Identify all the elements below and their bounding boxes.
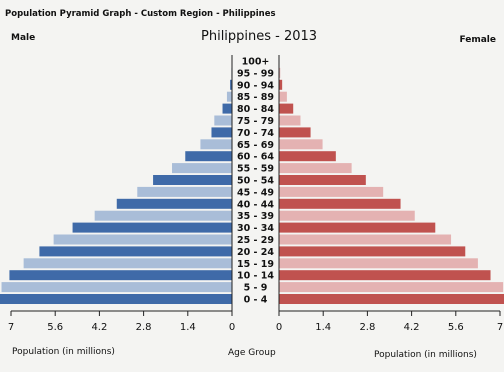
male-bar-85-89	[226, 91, 232, 102]
age-group-label: 65 - 69	[237, 140, 274, 151]
age-group-label: 70 - 74	[237, 128, 274, 139]
female-bar-35-39	[279, 210, 415, 221]
female-bar-75-79	[279, 115, 301, 126]
male-bar-25-29	[53, 234, 232, 245]
male-bar-65-69	[200, 139, 232, 150]
female-bar-85-89	[279, 91, 287, 102]
age-group-label: 60 - 64	[237, 152, 274, 163]
female-bar-65-69	[279, 139, 323, 150]
female-bar-30-34	[279, 222, 436, 233]
male-x-tick-label: 4.2	[91, 322, 107, 333]
female-x-tick-label: 0	[276, 322, 282, 333]
age-group-label: 90 - 94	[237, 80, 274, 91]
female-bar-60-64	[279, 151, 336, 162]
male-x-tick-label: 1.4	[180, 322, 196, 333]
age-group-label: 80 - 84	[237, 104, 274, 115]
male-label: Male	[11, 33, 36, 43]
female-x-tick-label: 2.8	[359, 322, 375, 333]
male-bar-10-14	[9, 270, 232, 281]
age-group-label: 40 - 44	[237, 199, 274, 210]
male-x-tick-label: 0	[229, 322, 235, 333]
male-bar-70-74	[211, 127, 232, 138]
age-group-label: 45 - 49	[237, 187, 274, 198]
age-group-label: 50 - 54	[237, 176, 274, 187]
male-bar-40-44	[116, 198, 232, 209]
age-group-label: Age Group	[228, 348, 276, 358]
x-axis-label-left: Population (in millions)	[12, 347, 115, 357]
age-group-label: 10 - 14	[237, 271, 274, 282]
female-x-tick-label: 7	[497, 322, 503, 333]
male-x-tick-label: 2.8	[136, 322, 152, 333]
male-bar-55-59	[172, 163, 232, 174]
age-group-label: 5 - 9	[244, 283, 268, 294]
male-bar-90-94	[230, 79, 232, 90]
female-bar-15-19	[279, 258, 478, 269]
age-group-label: 15 - 19	[237, 259, 274, 270]
male-x-tick-label: 5.6	[47, 322, 63, 333]
age-group-label: 100+	[242, 57, 270, 68]
bars-layer	[0, 56, 504, 304]
male-bar-50-54	[153, 175, 232, 185]
age-group-label: 95 - 99	[237, 68, 274, 79]
male-bar-60-64	[185, 151, 232, 162]
female-bar-40-44	[279, 198, 401, 209]
age-group-label: 20 - 24	[237, 247, 274, 258]
male-bar-20-24	[39, 246, 232, 257]
page-title: Population Pyramid Graph - Custom Region…	[5, 9, 276, 19]
age-group-label: 85 - 89	[237, 92, 274, 103]
female-x-tick-label: 4.2	[404, 322, 420, 333]
female-x-tick-label: 1.4	[315, 322, 331, 333]
female-bar-45-49	[279, 186, 384, 197]
male-bar-0-4	[0, 294, 232, 304]
male-bar-5-9	[1, 282, 233, 293]
male-bar-45-49	[137, 186, 232, 197]
male-bar-75-79	[214, 115, 232, 126]
female-bar-50-54	[279, 175, 366, 185]
female-x-tick-label: 5.6	[448, 322, 464, 333]
age-group-label: 35 - 39	[237, 211, 274, 222]
female-bar-5-9	[279, 282, 504, 293]
age-group-label: 0 - 4	[244, 295, 268, 306]
female-bar-95-99	[279, 67, 281, 78]
male-bar-80-84	[222, 103, 232, 114]
age-group-label: 25 - 29	[237, 235, 274, 246]
male-bar-30-34	[72, 222, 232, 233]
age-group-label: 55 - 59	[237, 164, 274, 175]
female-bar-0-4	[279, 294, 504, 304]
age-group-label: 75 - 79	[237, 116, 274, 127]
female-bar-10-14	[279, 270, 491, 281]
female-bar-25-29	[279, 234, 452, 245]
x-axis-label-right: Population (in millions)	[374, 350, 477, 360]
male-bar-35-39	[94, 210, 233, 221]
age-group-label: 30 - 34	[237, 223, 274, 234]
chart-title: Philippines - 2013	[201, 29, 318, 44]
male-bar-15-19	[23, 258, 232, 269]
axes-layer: 0 0 1.4 1.4 2.8 2.8 4.2 4.2 5.6 5.6 7 7	[8, 55, 503, 333]
female-bar-80-84	[279, 103, 294, 114]
male-x-tick-label: 7	[8, 322, 14, 333]
female-label: Female	[459, 35, 496, 45]
female-bar-70-74	[279, 127, 311, 138]
female-bar-90-94	[279, 79, 283, 90]
female-bar-55-59	[279, 163, 352, 174]
female-bar-20-24	[279, 246, 466, 257]
